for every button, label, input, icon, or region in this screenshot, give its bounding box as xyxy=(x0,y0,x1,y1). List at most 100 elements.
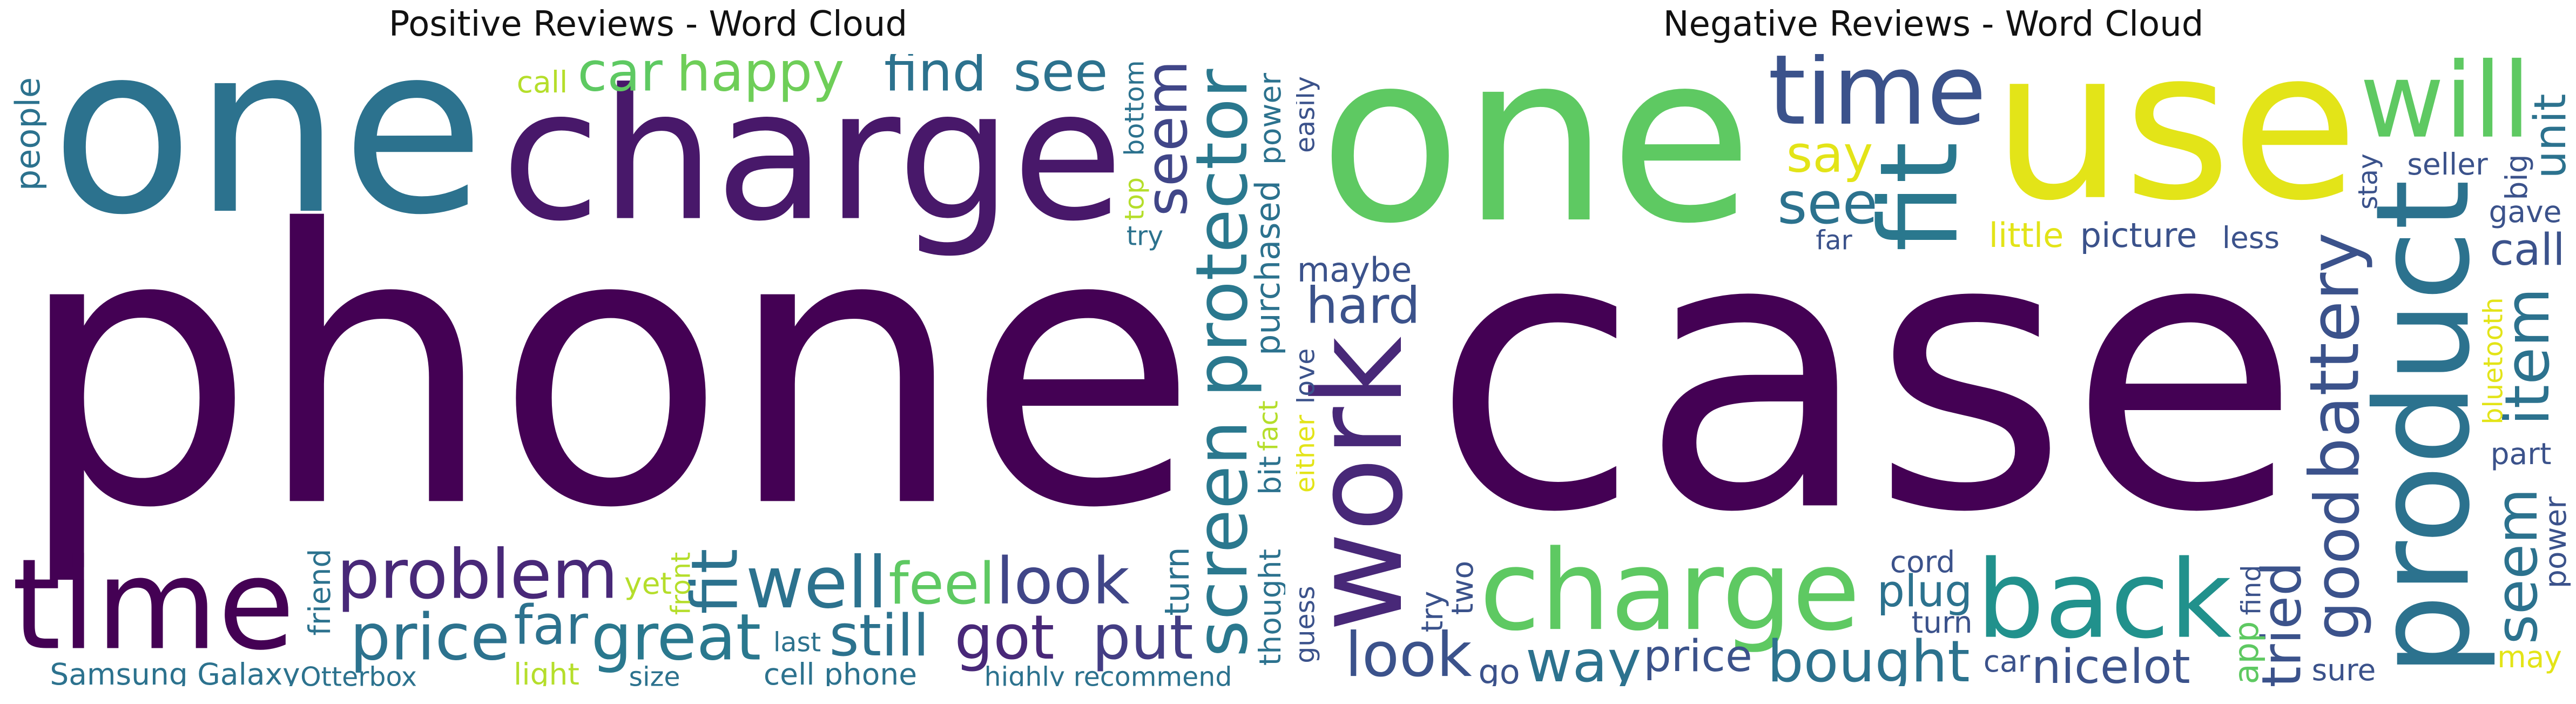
negative-panel: Negative Reviews - Word Cloud case one use… xyxy=(1296,0,2571,704)
positive-cloud-word: got xyxy=(954,602,1054,673)
negative-cloud-word: way xyxy=(1526,628,1641,686)
negative-cloud-word: call xyxy=(2490,225,2565,276)
positive-cloud-word: last xyxy=(773,627,821,658)
negative-cloud-word: two xyxy=(1445,561,1480,615)
positive-cloud-word: car xyxy=(577,54,663,103)
positive-cloud-word: one xyxy=(51,54,485,266)
negative-word-cloud: case one use product work charge back fit will ti… xyxy=(1296,54,2571,686)
positive-word-cloud: phone one charge time screen protector well pr… xyxy=(11,54,1285,686)
negative-cloud-word: will xyxy=(2359,54,2531,162)
positive-cloud-word: well xyxy=(746,541,888,625)
positive-cloud-word: screen protector xyxy=(1181,69,1264,658)
positive-cloud-word: bottom xyxy=(1120,60,1150,156)
negative-cloud-word: say xyxy=(1786,125,1873,183)
negative-cloud-word: try xyxy=(1415,591,1449,633)
positive-cloud-word: problem xyxy=(336,535,618,614)
negative-cloud-word: part xyxy=(2491,437,2552,471)
positive-cloud-word: still xyxy=(829,602,929,669)
negative-cloud-word: charge xyxy=(1479,527,1860,655)
positive-cloud-word: thought xyxy=(1253,549,1285,666)
negative-cloud-word: seem xyxy=(2484,488,2550,645)
positive-cloud-word: feel xyxy=(888,551,995,617)
negative-cloud-word: tried xyxy=(2250,561,2313,686)
positive-cloud-word: price xyxy=(350,601,510,675)
negative-cloud-word: love xyxy=(1296,348,1321,404)
positive-cloud-word: top xyxy=(1120,177,1150,220)
positive-cloud-word: size xyxy=(629,662,680,687)
negative-cloud-word: bought xyxy=(1767,628,1970,686)
positive-cloud-word: time xyxy=(12,532,295,678)
positive-cloud-word: phone xyxy=(16,150,1199,591)
positive-cloud-word: light xyxy=(514,657,579,686)
positive-cloud-word: power xyxy=(1253,73,1285,165)
negative-cloud-word: plug xyxy=(1877,566,1973,617)
negative-cloud-word: nice xyxy=(2032,639,2129,686)
negative-cloud-word: item xyxy=(2492,287,2563,425)
positive-cloud-word: fact xyxy=(1253,400,1284,451)
negative-cloud-word: one xyxy=(1319,54,1753,274)
negative-cloud-word: time xyxy=(1768,54,1986,147)
positive-cloud-word: turn xyxy=(1157,547,1197,615)
positive-cloud-word: purchased xyxy=(1248,180,1285,356)
negative-cloud-word: picture xyxy=(2080,216,2197,255)
positive-cloud-word: call xyxy=(517,65,568,99)
negative-cloud-word: sure xyxy=(2312,653,2376,686)
positive-cloud-word: highly recommend xyxy=(984,662,1232,687)
negative-title: Negative Reviews - Word Cloud xyxy=(1663,4,2204,44)
positive-cloud-word: far xyxy=(514,593,588,656)
positive-cloud-word: Otterbox xyxy=(300,662,417,687)
negative-cloud-word: find xyxy=(2236,565,2267,615)
negative-cloud-word: go xyxy=(1478,652,1520,686)
negative-cloud-word: seller xyxy=(2407,147,2488,182)
negative-cloud-word: good xyxy=(2302,488,2373,640)
negative-cloud-word: power xyxy=(2538,497,2571,588)
positive-title: Positive Reviews - Word Cloud xyxy=(388,4,908,44)
positive-cloud-word: Samsung Galaxy xyxy=(50,657,300,686)
negative-cloud-word: gave xyxy=(2489,195,2561,229)
negative-cloud-word: far xyxy=(1816,225,1852,256)
negative-cloud-word: back xyxy=(1977,537,2232,662)
positive-cloud-word: bit xyxy=(1253,456,1285,495)
negative-cloud-word: app xyxy=(2227,621,2266,685)
negative-cloud-word: car xyxy=(1984,644,2031,679)
negative-cloud-word: case xyxy=(1432,155,2301,595)
negative-cloud-word: battery xyxy=(2295,232,2375,481)
positive-cloud-word: great xyxy=(591,601,761,675)
negative-cloud-word: hard xyxy=(1306,276,1420,334)
negative-cloud-word: turn xyxy=(1912,605,1973,640)
negative-cloud-word: look xyxy=(1345,619,1472,686)
negative-cloud-word: maybe xyxy=(1297,250,1412,290)
negative-cloud-word: fit xyxy=(1857,142,1982,251)
negative-cloud-word: lot xyxy=(2130,639,2190,686)
positive-cloud-word: try xyxy=(1127,221,1163,252)
negative-cloud-word: may xyxy=(2497,640,2562,674)
positive-cloud-word: cell phone xyxy=(764,657,917,686)
negative-cloud-word: work xyxy=(1296,336,1430,632)
positive-cloud-word: find xyxy=(884,54,987,103)
negative-cloud-word: guess xyxy=(1296,586,1321,663)
negative-cloud-word: price xyxy=(1643,631,1752,682)
positive-cloud-word: front xyxy=(666,552,697,615)
positive-cloud-word: fit xyxy=(678,548,753,614)
positive-cloud-word: put xyxy=(1092,602,1193,673)
positive-cloud-word: charge xyxy=(501,54,1123,262)
negative-cloud-word: bluetooth xyxy=(2478,297,2509,424)
negative-cloud-word: product xyxy=(2348,179,2498,676)
positive-cloud-word: look xyxy=(996,545,1130,619)
negative-cloud-word: either xyxy=(1296,414,1321,493)
positive-cloud-word: seem xyxy=(1134,61,1200,217)
negative-cloud-word: see xyxy=(1777,170,1878,237)
positive-panel: Positive Reviews - Word Cloud phone one ch… xyxy=(11,0,1285,704)
negative-cloud-word: little xyxy=(1989,216,2064,255)
positive-cloud-word: see xyxy=(1013,54,1108,103)
positive-cloud-word: people xyxy=(11,77,48,191)
negative-cloud-word: easily xyxy=(1296,76,1321,153)
negative-cloud-word: use xyxy=(1992,54,2358,246)
negative-cloud-word: less xyxy=(2222,220,2280,255)
negative-cloud-word: stay xyxy=(2353,153,2384,210)
positive-cloud-word: yet xyxy=(624,566,672,601)
negative-cloud-word: cord xyxy=(1890,545,1955,579)
positive-cloud-word: friend xyxy=(302,549,337,636)
